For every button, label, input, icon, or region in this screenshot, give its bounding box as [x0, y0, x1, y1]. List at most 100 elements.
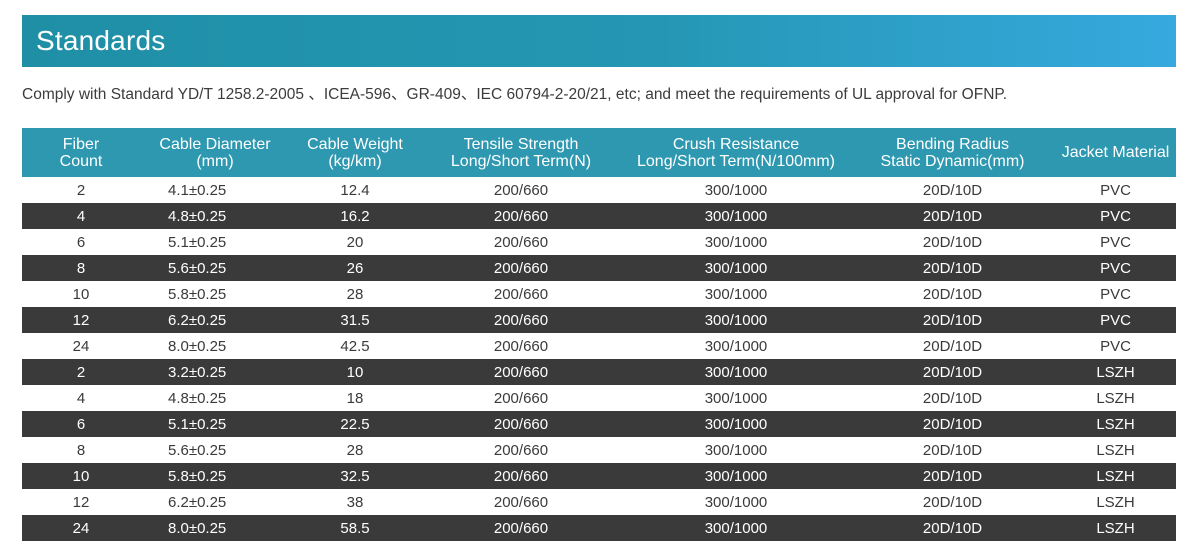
crush-resistance-cell: 300/1000 — [704, 181, 768, 199]
cable-diameter-cell: 5.6±0.25 — [168, 441, 227, 459]
fiber-count-cell: 6 — [76, 233, 86, 251]
cable-weight-cell: 58.5 — [340, 519, 370, 537]
header-line: Cable Diameter — [159, 135, 271, 153]
bending-radius-cell: 20D/10D — [922, 181, 983, 199]
jacket-material-cell: LSZH — [1096, 363, 1135, 381]
table-row: 6 5.1±0.25 22.5 200/660 300/1000 20D/10D LSZH — [22, 411, 1176, 437]
bending-radius-cell: 20D/10D — [922, 233, 983, 251]
table-header: Fiber Count Cable Diameter (mm) Cable We… — [22, 128, 1176, 177]
table-row: 2 3.2±0.25 10 200/660 300/1000 20D/10D LSZH — [22, 359, 1176, 385]
cable-diameter-cell: 4.8±0.25 — [168, 207, 227, 225]
header-crush-resistance: Crush Resistance Long/Short Term(N/100mm… — [622, 128, 850, 177]
table-row: 24 8.0±0.25 58.5 200/660 300/1000 20D/10D LSZH — [22, 515, 1176, 541]
jacket-material-cell: LSZH — [1096, 467, 1135, 485]
bending-radius-cell: 20D/10D — [922, 441, 983, 459]
cable-diameter-cell: 5.6±0.25 — [168, 259, 227, 277]
fiber-count-cell: 8 — [76, 259, 86, 277]
fiber-count-cell: 2 — [76, 363, 86, 381]
header-line: Crush Resistance — [672, 135, 800, 153]
jacket-material-cell: LSZH — [1096, 493, 1135, 511]
tensile-strength-cell: 200/660 — [493, 389, 549, 407]
tensile-strength-cell: 200/660 — [493, 441, 549, 459]
cable-diameter-cell: 6.2±0.25 — [168, 493, 227, 511]
cable-weight-cell: 32.5 — [340, 467, 370, 485]
cable-diameter-cell: 8.0±0.25 — [168, 337, 227, 355]
jacket-material-cell: PVC — [1100, 311, 1131, 329]
crush-resistance-cell: 300/1000 — [704, 285, 768, 303]
table-row: 2 4.1±0.25 12.4 200/660 300/1000 20D/10D PVC — [22, 177, 1176, 203]
cable-diameter-cell: 5.8±0.25 — [168, 285, 227, 303]
table-body: 2 4.1±0.25 12.4 200/660 300/1000 20D/10D PVC 4 4… — [22, 177, 1176, 541]
tensile-strength-cell: 200/660 — [493, 493, 549, 511]
cable-weight-cell: 38 — [346, 493, 364, 511]
fiber-count-cell: 24 — [72, 519, 90, 537]
header-line: Jacket Material — [1061, 144, 1170, 161]
crush-resistance-cell: 300/1000 — [704, 441, 768, 459]
header-cable-weight: Cable Weight (kg/km) — [290, 128, 420, 177]
fiber-count-cell: 2 — [76, 181, 86, 199]
cable-diameter-cell: 5.1±0.25 — [168, 233, 227, 251]
cable-weight-cell: 42.5 — [340, 337, 370, 355]
jacket-material-cell: PVC — [1100, 259, 1131, 277]
header-line: Count — [59, 152, 103, 170]
bending-radius-cell: 20D/10D — [922, 207, 983, 225]
cable-weight-cell: 20 — [346, 233, 364, 251]
bending-radius-cell: 20D/10D — [922, 467, 983, 485]
bending-radius-cell: 20D/10D — [922, 259, 983, 277]
cable-spec-table: Fiber Count Cable Diameter (mm) Cable We… — [22, 128, 1176, 541]
tensile-strength-cell: 200/660 — [493, 181, 549, 199]
bending-radius-cell: 20D/10D — [922, 415, 983, 433]
jacket-material-cell: PVC — [1100, 285, 1131, 303]
table-row: 12 6.2±0.25 38 200/660 300/1000 20D/10D LSZH — [22, 489, 1176, 515]
bending-radius-cell: 20D/10D — [922, 493, 983, 511]
fiber-count-cell: 6 — [76, 415, 86, 433]
cable-weight-cell: 12.4 — [340, 181, 370, 199]
cable-diameter-cell: 5.1±0.25 — [168, 415, 227, 433]
cable-weight-cell: 10 — [346, 363, 364, 381]
header-line: Cable Weight — [307, 135, 403, 153]
crush-resistance-cell: 300/1000 — [704, 311, 768, 329]
jacket-material-cell: PVC — [1100, 181, 1131, 199]
cable-diameter-cell: 4.1±0.25 — [168, 181, 227, 199]
header-line: Tensile Strength — [463, 135, 579, 153]
cable-diameter-cell: 3.2±0.25 — [168, 363, 227, 381]
header-line: (mm) — [196, 152, 234, 170]
cable-diameter-cell: 5.8±0.25 — [168, 467, 227, 485]
tensile-strength-cell: 200/660 — [493, 415, 549, 433]
section-title: Standards — [36, 25, 166, 56]
crush-resistance-cell: 300/1000 — [704, 363, 768, 381]
tensile-strength-cell: 200/660 — [493, 207, 549, 225]
header-line: Bending Radius — [896, 135, 1009, 153]
jacket-material-cell: PVC — [1100, 207, 1131, 225]
fiber-count-cell: 4 — [76, 389, 86, 407]
bending-radius-cell: 20D/10D — [922, 311, 983, 329]
crush-resistance-cell: 300/1000 — [704, 493, 768, 511]
tensile-strength-cell: 200/660 — [493, 467, 549, 485]
header-line: Fiber — [62, 135, 100, 153]
tensile-strength-cell: 200/660 — [493, 519, 549, 537]
tensile-strength-cell: 200/660 — [493, 285, 549, 303]
crush-resistance-cell: 300/1000 — [704, 259, 768, 277]
bending-radius-cell: 20D/10D — [922, 363, 983, 381]
crush-resistance-cell: 300/1000 — [704, 467, 768, 485]
table-row: 8 5.6±0.25 28 200/660 300/1000 20D/10D LSZH — [22, 437, 1176, 463]
bending-radius-cell: 20D/10D — [922, 337, 983, 355]
cable-weight-cell: 22.5 — [340, 415, 370, 433]
cable-weight-cell: 28 — [346, 441, 364, 459]
fiber-count-cell: 8 — [76, 441, 86, 459]
header-jacket-material: Jacket Material — [1055, 128, 1176, 177]
jacket-material-cell: LSZH — [1096, 389, 1135, 407]
fiber-count-cell: 12 — [72, 311, 90, 329]
cable-weight-cell: 31.5 — [340, 311, 370, 329]
bending-radius-cell: 20D/10D — [922, 519, 983, 537]
crush-resistance-cell: 300/1000 — [704, 415, 768, 433]
table-row: 6 5.1±0.25 20 200/660 300/1000 20D/10D PVC — [22, 229, 1176, 255]
jacket-material-cell: PVC — [1100, 233, 1131, 251]
cable-diameter-cell: 8.0±0.25 — [168, 519, 227, 537]
table-row: 12 6.2±0.25 31.5 200/660 300/1000 20D/10D PVC — [22, 307, 1176, 333]
table-row: 10 5.8±0.25 32.5 200/660 300/1000 20D/10D LSZH — [22, 463, 1176, 489]
cable-weight-cell: 16.2 — [340, 207, 370, 225]
cable-diameter-cell: 6.2±0.25 — [168, 311, 227, 329]
tensile-strength-cell: 200/660 — [493, 233, 549, 251]
standards-description: Comply with Standard YD/T 1258.2-2005 、I… — [22, 86, 1008, 103]
